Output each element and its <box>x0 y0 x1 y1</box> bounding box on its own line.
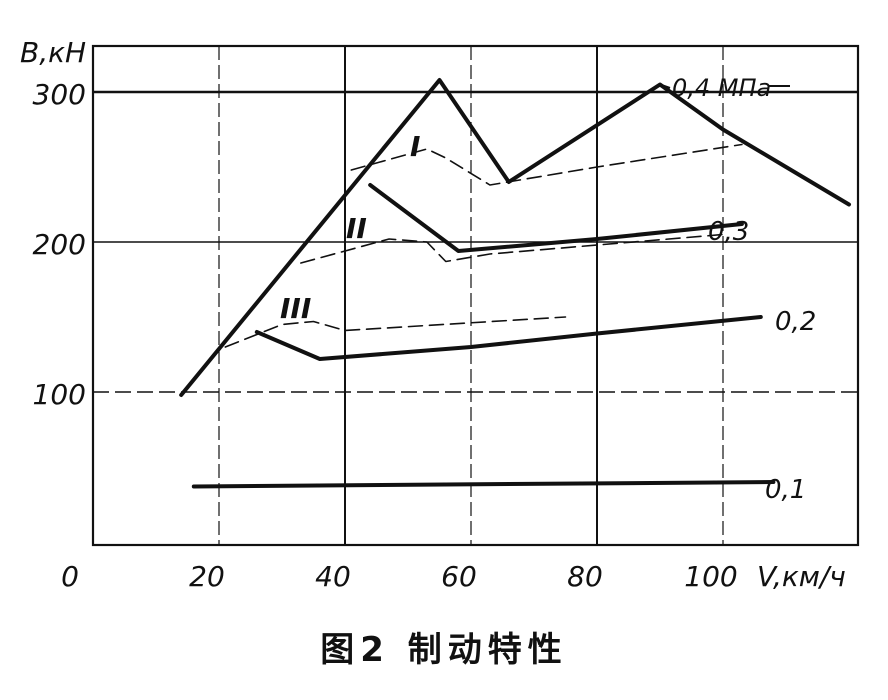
x-tick-label: 100 <box>684 560 737 593</box>
y-tick-label: 200 <box>33 228 86 261</box>
figure-caption: 图2 制动特性 <box>320 630 568 670</box>
series-label: 0,3 <box>708 217 749 247</box>
x-axis-label: V,км/ч <box>757 560 846 593</box>
series-line-1 <box>368 183 744 253</box>
series-line-6 <box>224 316 567 348</box>
series-line-3 <box>191 480 776 489</box>
y-tick-label: 100 <box>33 378 86 411</box>
series-label: I <box>410 130 420 163</box>
plot-frame <box>91 44 860 547</box>
series-line-2 <box>254 315 763 361</box>
plot-border <box>91 44 860 547</box>
y-tick-label: 300 <box>33 78 86 111</box>
series-lines <box>179 78 851 489</box>
x-origin-label: 0 <box>61 560 79 593</box>
series-label: III <box>280 292 311 325</box>
series-label: 0,4 МПа <box>672 74 771 102</box>
series-line-4 <box>350 143 743 186</box>
x-tick-label: 40 <box>315 560 351 593</box>
x-tick-label: 80 <box>567 560 603 593</box>
x-tick-label: 60 <box>441 560 477 593</box>
series-label: II <box>346 212 367 245</box>
series-label: 0,2 <box>775 307 816 337</box>
series-line-5 <box>300 233 724 264</box>
grid <box>93 46 858 545</box>
label-leader-line <box>659 83 671 89</box>
tick-labels: 20 40 60 80 100 100 200 300 <box>33 78 738 593</box>
x-tick-label: 20 <box>189 560 225 593</box>
y-axis-label: B,кН <box>20 36 86 69</box>
series-label: 0,1 <box>765 475 806 505</box>
